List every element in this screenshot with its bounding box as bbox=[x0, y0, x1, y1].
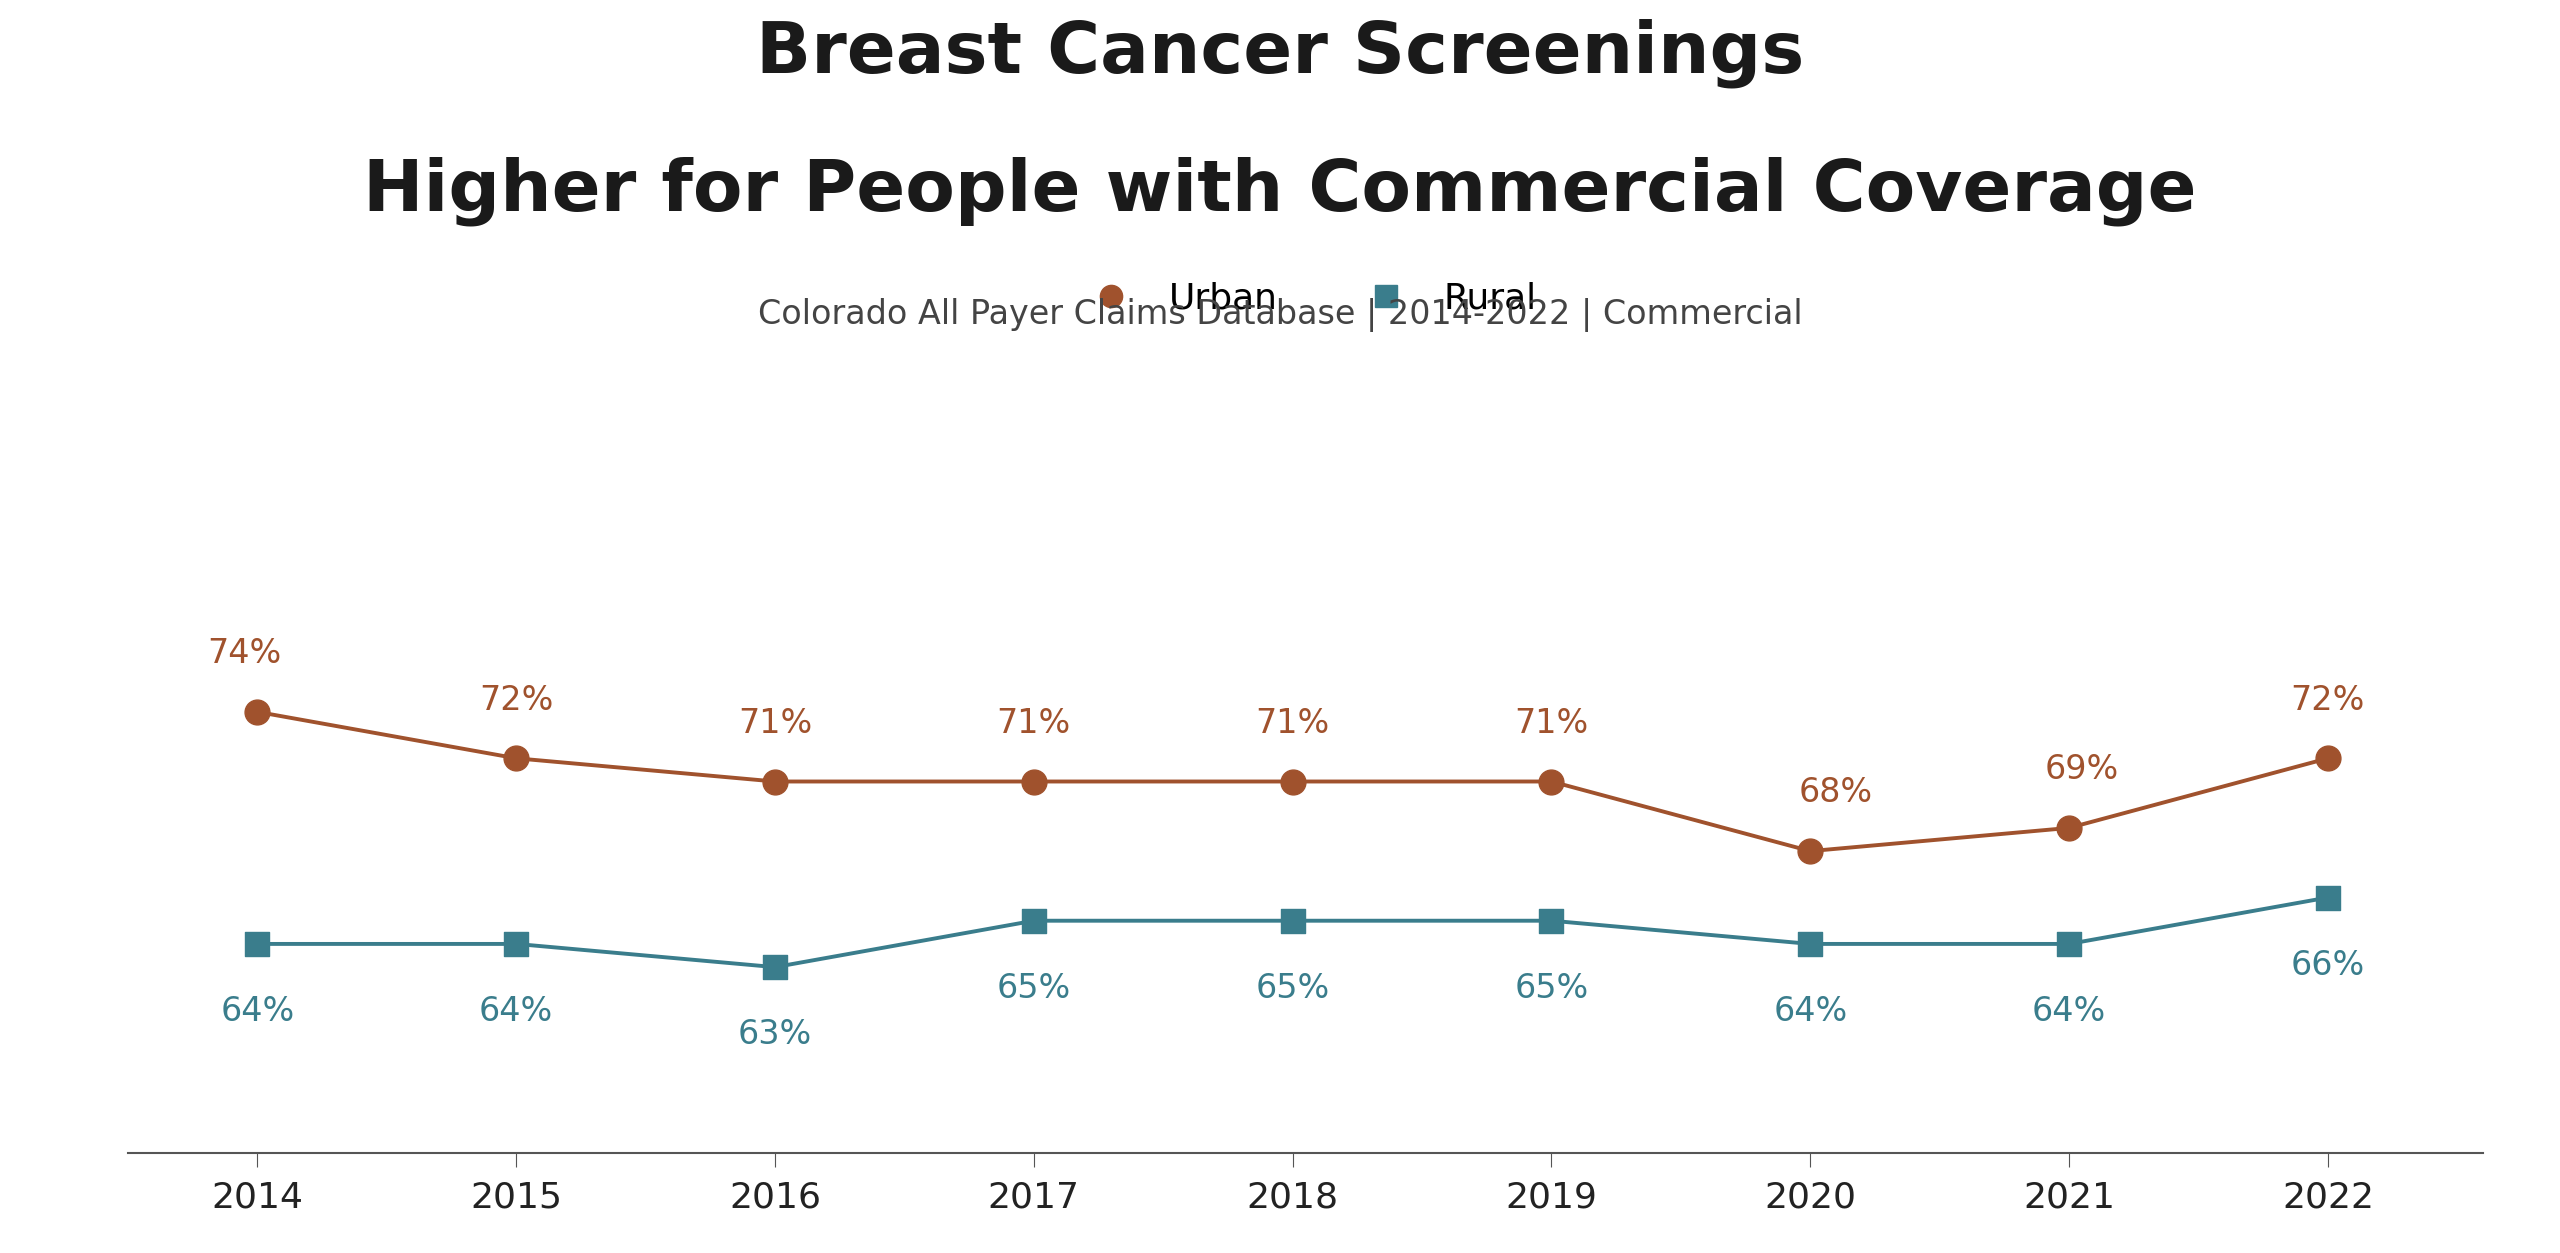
Point bbox=[1531, 772, 1572, 792]
Text: 64%: 64% bbox=[2033, 995, 2107, 1027]
Point bbox=[1014, 772, 1055, 792]
Text: 71%: 71% bbox=[1516, 707, 1590, 739]
Point bbox=[497, 933, 538, 954]
Text: Colorado All Payer Claims Database | 2014-2022 | Commercial: Colorado All Payer Claims Database | 201… bbox=[758, 298, 1802, 332]
Text: 71%: 71% bbox=[1254, 707, 1329, 739]
Text: 72%: 72% bbox=[2291, 684, 2365, 717]
Point bbox=[755, 772, 796, 792]
Text: 64%: 64% bbox=[1774, 995, 1848, 1027]
Text: 64%: 64% bbox=[220, 995, 294, 1027]
Text: 63%: 63% bbox=[737, 1019, 812, 1051]
Text: 74%: 74% bbox=[207, 637, 282, 670]
Text: Breast Cancer Screenings: Breast Cancer Screenings bbox=[755, 19, 1805, 88]
Text: 72%: 72% bbox=[479, 684, 553, 717]
Point bbox=[497, 748, 538, 768]
Text: 68%: 68% bbox=[1800, 777, 1874, 809]
Point bbox=[1272, 772, 1313, 792]
Text: 64%: 64% bbox=[479, 995, 553, 1027]
Text: 71%: 71% bbox=[996, 707, 1070, 739]
Text: 65%: 65% bbox=[1516, 972, 1590, 1005]
Point bbox=[755, 957, 796, 977]
Point bbox=[2048, 818, 2089, 838]
Point bbox=[2307, 887, 2348, 907]
Point bbox=[1789, 841, 1830, 861]
Text: Higher for People with Commercial Coverage: Higher for People with Commercial Covera… bbox=[364, 157, 2196, 226]
Point bbox=[1789, 933, 1830, 954]
Point bbox=[1531, 911, 1572, 931]
Point bbox=[238, 933, 279, 954]
Point bbox=[1272, 911, 1313, 931]
Text: 71%: 71% bbox=[737, 707, 812, 739]
Text: 69%: 69% bbox=[2045, 753, 2120, 786]
Point bbox=[2048, 933, 2089, 954]
Point bbox=[1014, 911, 1055, 931]
Point bbox=[238, 702, 279, 722]
Text: 65%: 65% bbox=[1254, 972, 1329, 1005]
Text: 65%: 65% bbox=[996, 972, 1070, 1005]
Legend: Urban, Rural: Urban, Rural bbox=[1075, 281, 1536, 316]
Point bbox=[2307, 748, 2348, 768]
Text: 66%: 66% bbox=[2291, 949, 2365, 981]
